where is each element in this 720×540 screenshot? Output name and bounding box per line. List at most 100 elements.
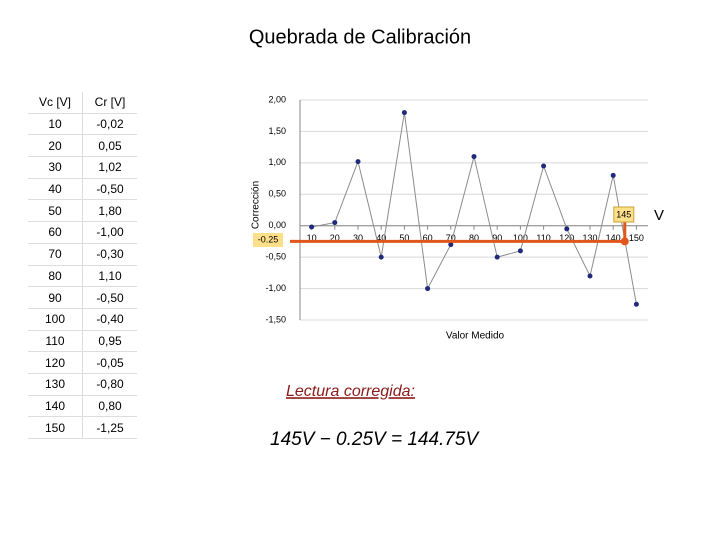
x-tick-label: 30 <box>353 233 363 243</box>
data-point <box>633 301 639 307</box>
table-row: 150 -1,25 <box>28 416 137 439</box>
cell: 1,80 <box>82 199 137 223</box>
cell: -0,05 <box>82 351 137 374</box>
y-tick-label: -1,00 <box>265 283 286 293</box>
cell: 100 <box>28 308 83 331</box>
x-tick-label: 70 <box>446 233 456 243</box>
data-point <box>401 110 407 116</box>
data-point <box>448 242 454 248</box>
x-tick-label: 130 <box>582 233 597 243</box>
data-point <box>425 286 431 292</box>
reading-y-box <box>253 233 283 247</box>
table-row: 50 1,80 <box>28 199 137 223</box>
cell: 0,95 <box>82 330 137 353</box>
cell: -0,50 <box>82 286 137 309</box>
y-tick-label: -1,50 <box>265 314 286 324</box>
title: Quebrada de Calibración <box>249 26 471 48</box>
y-tick-label: 0,50 <box>268 189 286 199</box>
cell: 120 <box>28 351 83 374</box>
x-tick-label: 40 <box>376 233 386 243</box>
reading-dot <box>620 237 629 246</box>
cell: -0,80 <box>82 373 137 396</box>
reading-y-label: -0.25 <box>258 234 279 244</box>
x-tick-label: 140 <box>606 233 621 243</box>
table-row: 70 -0,30 <box>28 243 137 266</box>
table-row: 90 -0,50 <box>28 286 137 309</box>
x-tick-label: 60 <box>423 233 433 243</box>
cell: -0,50 <box>82 178 137 201</box>
reading-x-box <box>613 206 635 223</box>
data-point <box>355 159 361 165</box>
x-tick-label: 90 <box>492 233 502 243</box>
data-point <box>610 172 616 178</box>
cell: 130 <box>28 373 83 396</box>
cell: 60 <box>28 221 83 244</box>
reading-unit: V <box>654 207 664 224</box>
cell: 70 <box>28 243 83 266</box>
table-row: 80 1,10 <box>28 265 137 288</box>
cell: 20 <box>28 134 83 158</box>
cell: 140 <box>28 395 83 418</box>
data-table: Vc [V] Cr [V] 10 -0,02 20 0,05 30 1,02 40 -0,50 50… <box>28 92 137 439</box>
y-tick-label: 2,00 <box>268 94 286 104</box>
table-row: 10 -0,02 <box>28 113 137 136</box>
cell: -0,40 <box>82 308 137 331</box>
cell: 1,02 <box>82 156 137 179</box>
x-tick-label: 150 <box>629 233 644 243</box>
cell: Cr [V] <box>82 92 137 114</box>
data-point <box>471 154 477 160</box>
data-point <box>541 163 547 169</box>
x-tick-label: 10 <box>307 233 317 243</box>
y-tick-label: -0,50 <box>265 252 286 262</box>
cell: 0,05 <box>82 134 137 158</box>
x-tick-label: 110 <box>536 233 550 243</box>
x-tick-label: 100 <box>513 233 528 243</box>
data-point <box>309 224 315 230</box>
data-point <box>517 248 523 254</box>
table-row: 100 -0,40 <box>28 308 137 331</box>
table-row: 140 0,80 <box>28 395 137 418</box>
y-axis-label: Corrección <box>251 181 262 229</box>
cell: -0,30 <box>82 243 137 266</box>
data-point <box>587 273 593 279</box>
note-equation: 145V − 0.25V = 144.75V <box>270 429 480 450</box>
x-tick-label: 120 <box>559 233 574 243</box>
data-point <box>564 226 570 232</box>
table-row: 110 0,95 <box>28 330 137 353</box>
cell: Vc [V] <box>28 92 83 114</box>
cell: 30 <box>28 156 83 179</box>
cell: 40 <box>28 178 83 201</box>
cell: 150 <box>28 416 83 439</box>
reading-x-label: 145 <box>616 209 631 219</box>
cell: -0,02 <box>82 113 137 136</box>
cell: 10 <box>28 113 83 136</box>
table-row: 30 1,02 <box>28 156 137 179</box>
cell: 1,10 <box>82 265 137 288</box>
header-row: Vc [V] Cr [V] <box>28 92 137 114</box>
y-tick-label: 1,50 <box>268 126 286 136</box>
table-row: 130 -0,80 <box>28 373 137 396</box>
x-tick-label: 50 <box>399 233 409 243</box>
cell: 50 <box>28 199 83 223</box>
data-point <box>332 220 338 226</box>
cell: 110 <box>28 330 83 353</box>
cell: 90 <box>28 286 83 309</box>
cell: 0,80 <box>82 395 137 418</box>
cell: 80 <box>28 265 83 288</box>
cell: -1,00 <box>82 221 137 244</box>
x-tick-label: 80 <box>469 233 479 243</box>
table-row: 120 -0,05 <box>28 351 137 374</box>
x-axis-label: Valor Medido <box>446 331 505 342</box>
table-row: 40 -0,50 <box>28 178 137 201</box>
data-point <box>494 254 500 260</box>
table-row: 20 0,05 <box>28 134 137 158</box>
note-heading: Lectura corregida: <box>286 383 415 400</box>
data-point <box>378 254 384 260</box>
table-row: 60 -1,00 <box>28 221 137 244</box>
y-tick-label: 0,00 <box>268 220 286 230</box>
x-tick-label: 20 <box>330 233 340 243</box>
cell: -1,25 <box>82 416 137 439</box>
y-tick-label: 1,00 <box>268 157 286 167</box>
